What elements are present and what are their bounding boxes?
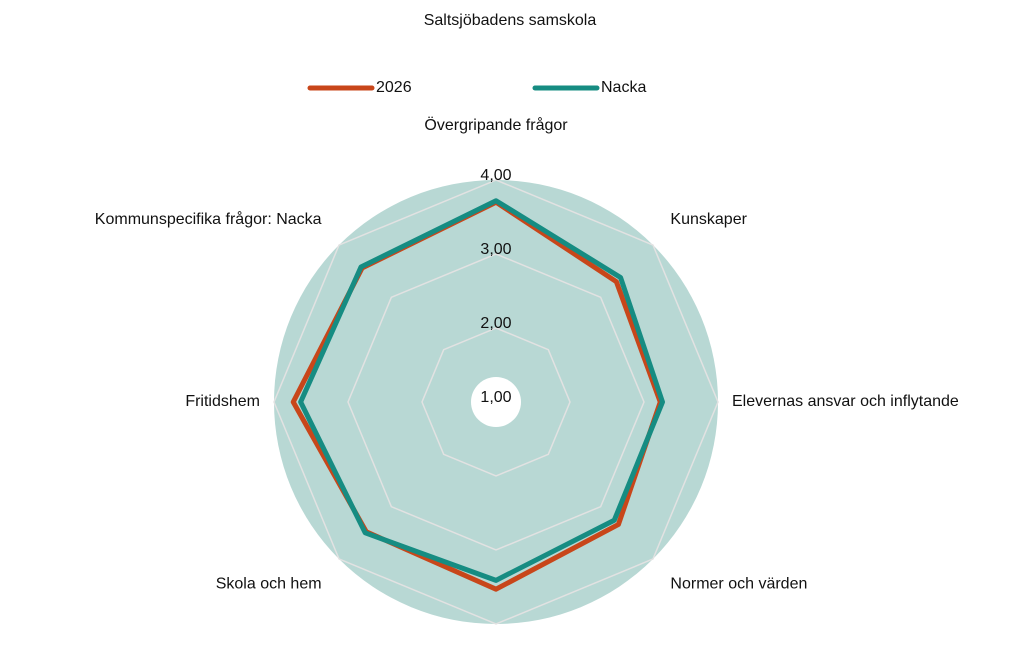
category-label: Skola och hem <box>216 576 322 593</box>
category-label: Övergripande frågor <box>424 116 568 134</box>
grid-ring <box>421 327 571 477</box>
center-hole <box>471 377 521 427</box>
grid-ring <box>347 253 645 551</box>
chart-title: Saltsjöbadens samskola <box>424 12 597 29</box>
category-label: Kunskaper <box>670 211 747 228</box>
legend-label: Nacka <box>601 79 646 96</box>
grid-ring <box>273 179 719 625</box>
category-label: Normer och värden <box>670 576 807 593</box>
series-line <box>298 198 665 583</box>
r-tick-label: 2,00 <box>480 315 511 332</box>
r-tick-label: 1,00 <box>480 389 511 406</box>
r-tick-label: 3,00 <box>480 241 511 258</box>
r-tick-label: 4,00 <box>480 167 511 184</box>
category-label: Fritidshem <box>185 393 260 410</box>
category-label: Elevernas ansvar och inflytande <box>732 393 959 410</box>
category-label: Kommunspecifika frågor: Nacka <box>95 210 322 228</box>
legend-label: 2026 <box>376 79 412 96</box>
